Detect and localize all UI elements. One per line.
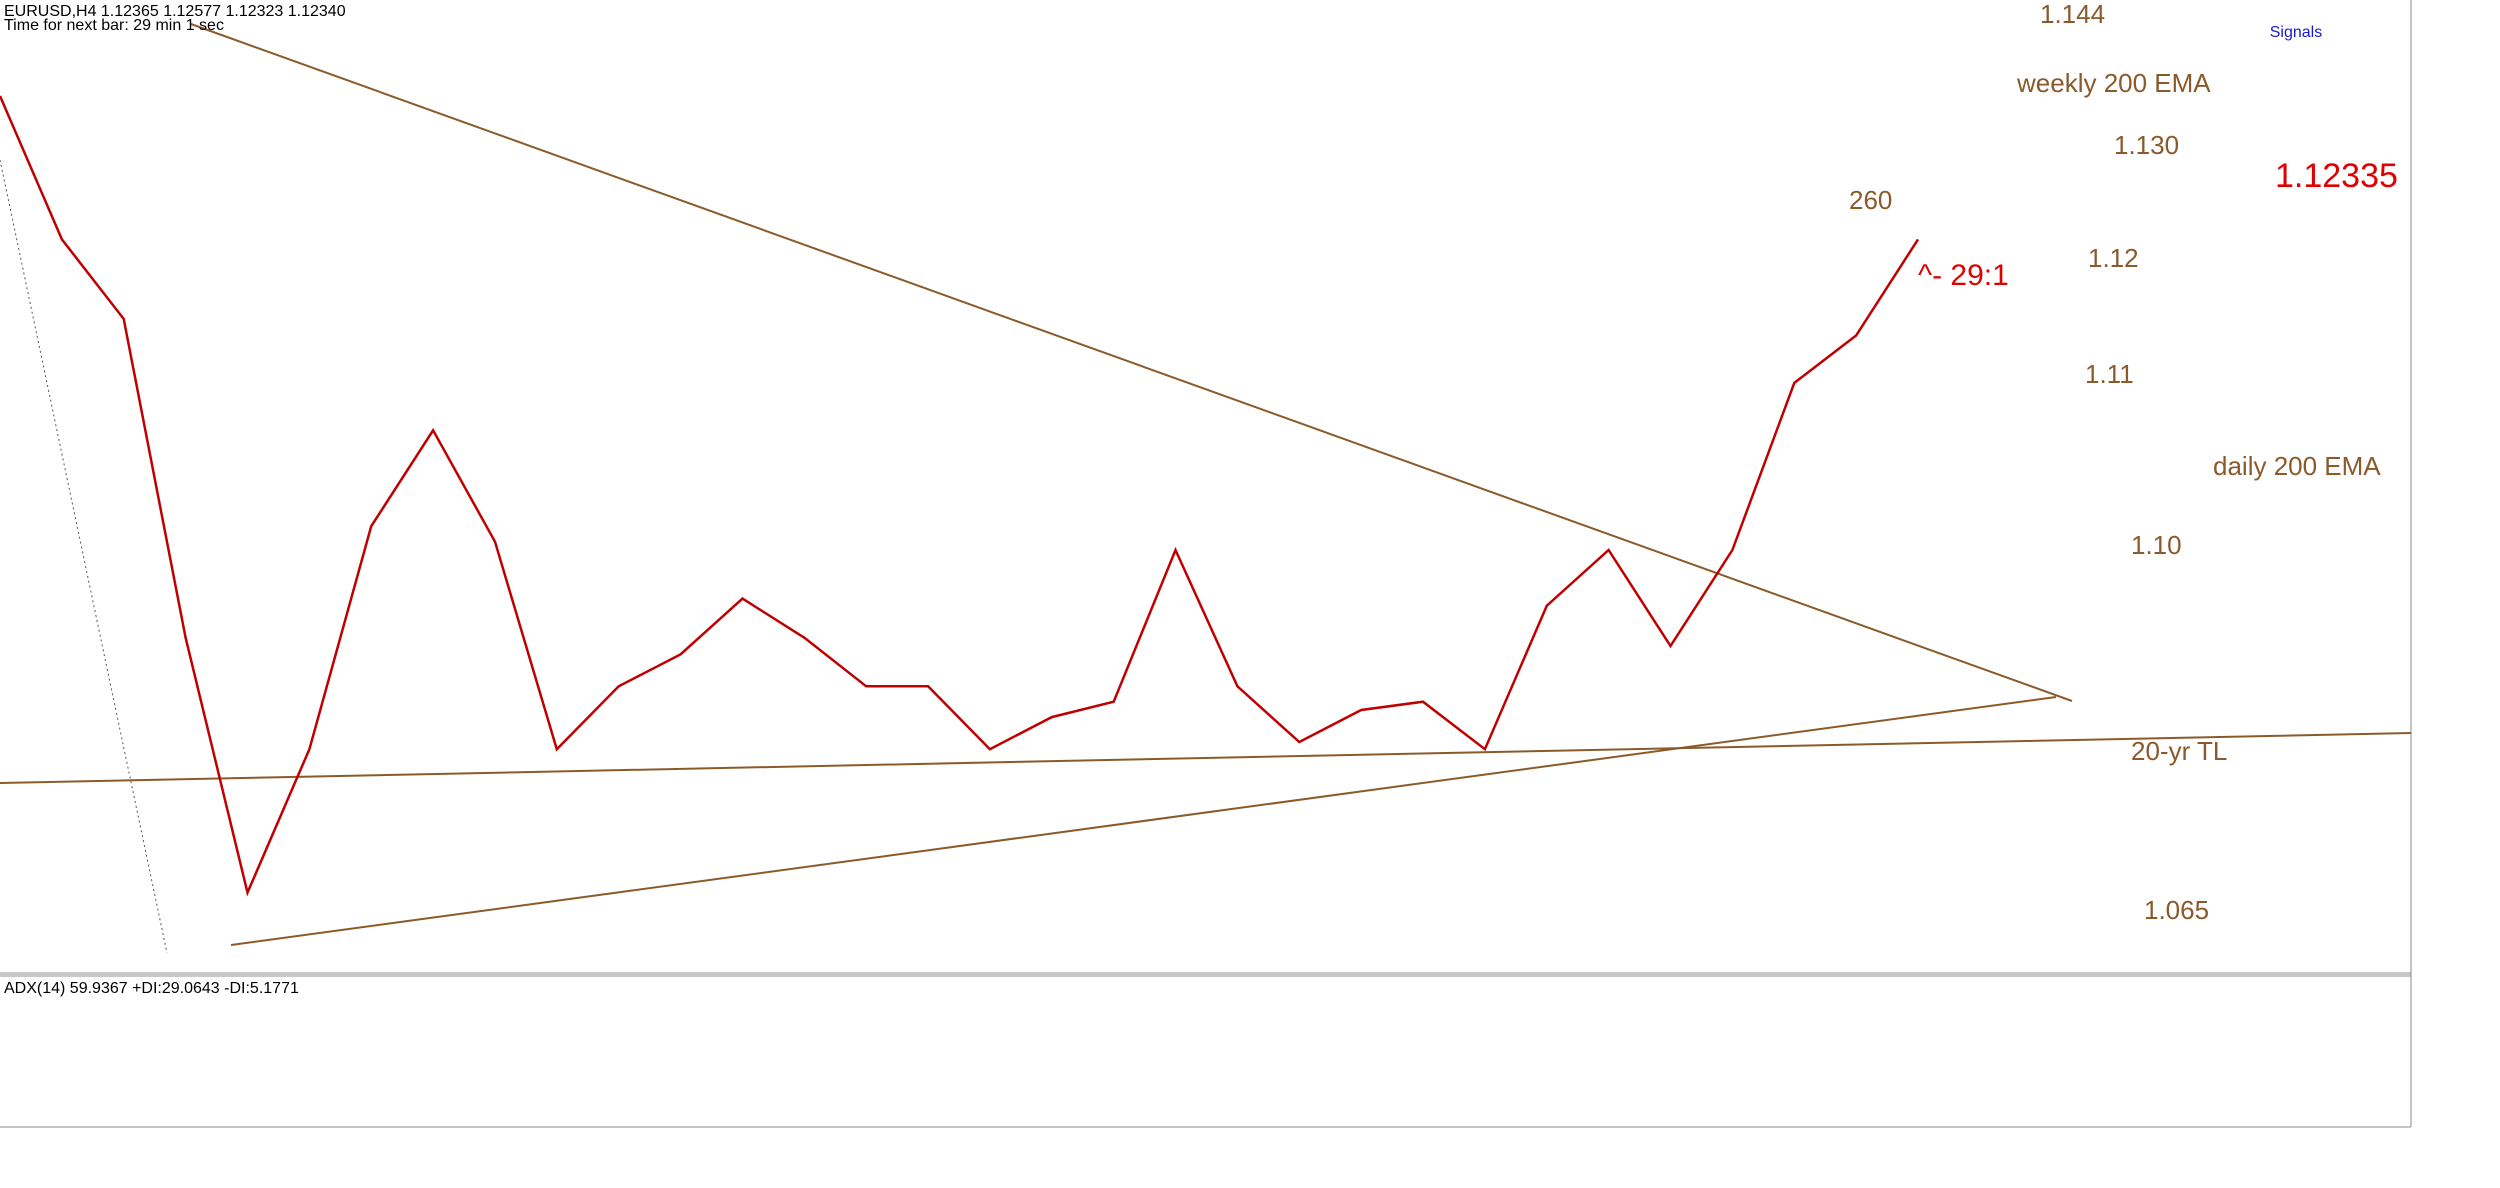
adx-label: ADX(14) 59.9367 +DI:29.0643 -DI:5.1771 <box>4 980 299 997</box>
symbol-info: EURUSD,H4 1.12365 1.12577 1.12323 1.1234… <box>4 3 346 20</box>
annotation: 1.12335 <box>2275 157 2398 195</box>
annotation: 20-yr TL <box>2131 736 2227 766</box>
trend-line <box>0 159 168 954</box>
panel-divider <box>0 972 2411 977</box>
annotation: 1.065 <box>2144 895 2209 925</box>
trend-line <box>230 696 2057 946</box>
annotation: 1.10 <box>2131 530 2182 560</box>
trend-line <box>190 23 2073 702</box>
signals-title: Signals <box>2270 24 2322 41</box>
annotation: weekly 200 EMA <box>2016 68 2211 98</box>
annotation: 1.11 <box>2085 359 2134 389</box>
bar-timer: Time for next bar: 29 min 1 sec <box>4 17 224 34</box>
annotation: ^- 29:1 <box>1918 259 2009 292</box>
annotation: 1.130 <box>2114 130 2179 160</box>
trend-line <box>0 732 2412 784</box>
annotation: 260 <box>1849 185 1892 215</box>
annotation: 1.144 <box>2040 0 2105 29</box>
price-line <box>0 95 1920 897</box>
annotation: daily 200 EMA <box>2213 451 2381 481</box>
annotation: 1.12 <box>2088 243 2139 273</box>
